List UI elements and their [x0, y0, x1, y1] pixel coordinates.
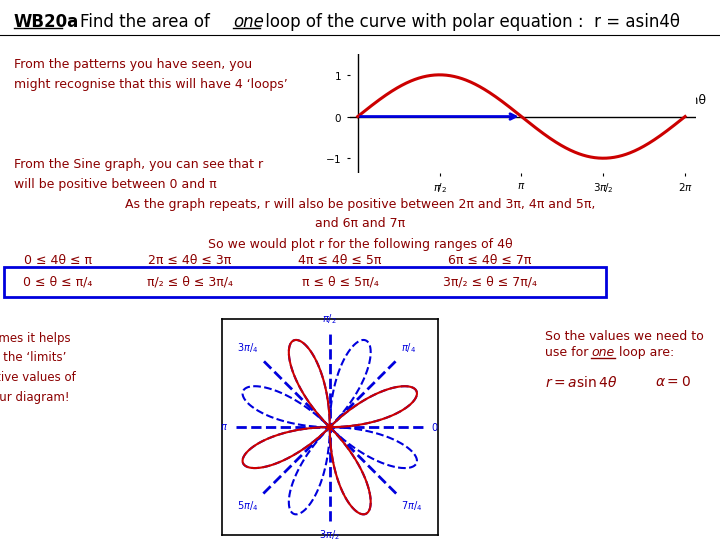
Text: $0$: $0$: [431, 421, 438, 433]
Text: one: one: [591, 346, 614, 359]
Text: loop of the curve with polar equation :  r = asin4θ: loop of the curve with polar equation : …: [260, 13, 680, 31]
Text: π ≤ θ ≤ 5π/₄: π ≤ θ ≤ 5π/₄: [302, 275, 379, 288]
Text: $5\pi/_4$: $5\pi/_4$: [237, 499, 258, 512]
Text: $\pi$: $\pi$: [220, 422, 228, 432]
Text: use for: use for: [545, 346, 593, 359]
Text: $\pi/_2$: $\pi/_2$: [323, 312, 337, 326]
Text: 0 ≤ 4θ ≤ π: 0 ≤ 4θ ≤ π: [24, 253, 92, 267]
Text: Find the area of: Find the area of: [80, 13, 215, 31]
Text: From the Sine graph, you can see that r
will be positive between 0 and π: From the Sine graph, you can see that r …: [14, 158, 263, 191]
Text: 3π/₂ ≤ θ ≤ 7π/₄: 3π/₂ ≤ θ ≤ 7π/₄: [443, 275, 537, 288]
Text: So the values we need to: So the values we need to: [545, 330, 703, 343]
Text: loop are:: loop are:: [615, 346, 674, 359]
Text: $\alpha = 0$: $\alpha = 0$: [655, 375, 691, 389]
Text: Sinθ: Sinθ: [679, 93, 706, 106]
Text: WB20a: WB20a: [14, 13, 79, 31]
Text: As the graph repeats, r will also be positive between 2π and 3π, 4π and 5π,
and : As the graph repeats, r will also be pos…: [125, 198, 595, 230]
Text: π/₂ ≤ θ ≤ 3π/₄: π/₂ ≤ θ ≤ 3π/₄: [147, 275, 233, 288]
Text: $3\pi/_4$: $3\pi/_4$: [237, 342, 258, 355]
Text: 0 ≤ θ ≤ π/₄: 0 ≤ θ ≤ π/₄: [23, 275, 93, 288]
Text: $7\pi/_4$: $7\pi/_4$: [402, 499, 423, 512]
Text: Sometimes it helps
to plot the ‘limits’
for positive values of
r on your diagram: Sometimes it helps to plot the ‘limits’ …: [0, 332, 76, 403]
Text: From the patterns you have seen, you
might recognise that this will have 4 ‘loop: From the patterns you have seen, you mig…: [14, 58, 288, 91]
Text: 2π ≤ 4θ ≤ 3π: 2π ≤ 4θ ≤ 3π: [148, 253, 232, 267]
Text: 4π ≤ 4θ ≤ 5π: 4π ≤ 4θ ≤ 5π: [298, 253, 382, 267]
Text: $\pi/_4$: $\pi/_4$: [402, 342, 417, 355]
Text: So we would plot r for the following ranges of 4θ: So we would plot r for the following ran…: [207, 238, 513, 251]
Text: one: one: [233, 13, 264, 31]
Text: 6π ≤ 4θ ≤ 7π: 6π ≤ 4θ ≤ 7π: [449, 253, 531, 267]
Text: Think about plotting r = asin4θ: Think about plotting r = asin4θ: [418, 56, 603, 69]
FancyBboxPatch shape: [4, 267, 606, 297]
Text: $r = a\sin 4\theta$: $r = a\sin 4\theta$: [545, 375, 618, 390]
Text: $3\pi/_2$: $3\pi/_2$: [319, 529, 341, 540]
